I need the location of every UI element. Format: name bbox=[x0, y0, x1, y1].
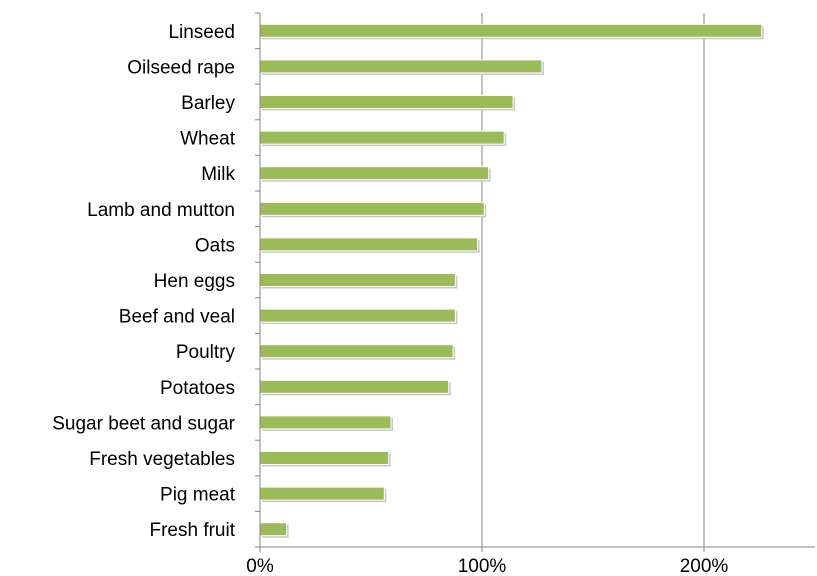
labels: Linseed Oilseed rape Barley Wheat Milk Lamb a… bbox=[52, 22, 728, 576]
category-label: Fresh vegetables bbox=[89, 449, 235, 470]
bar-pig-meat bbox=[259, 486, 385, 501]
category-label: Oilseed rape bbox=[127, 57, 235, 78]
category-label: Pig meat bbox=[160, 485, 236, 506]
x-tick-label: 0% bbox=[246, 556, 274, 576]
category-label: Poultry bbox=[176, 342, 236, 363]
category-label: Linseed bbox=[168, 22, 235, 43]
category-label: Potatoes bbox=[160, 378, 235, 399]
bar-sugar-beet-and-sugar bbox=[259, 415, 392, 430]
bar-wheat bbox=[259, 130, 505, 145]
bar-oilseed-rape bbox=[259, 59, 543, 74]
category-label: Oats bbox=[195, 235, 235, 256]
category-label: Wheat bbox=[180, 129, 236, 150]
bar-milk bbox=[259, 166, 490, 181]
x-tick-label: 200% bbox=[680, 556, 729, 576]
category-label: Barley bbox=[181, 93, 235, 114]
grid-lines bbox=[481, 13, 705, 547]
bar-oats bbox=[259, 237, 479, 252]
bar-beef-and-veal bbox=[259, 308, 456, 323]
category-label: Lamb and mutton bbox=[87, 200, 235, 221]
axes bbox=[255, 12, 815, 552]
x-tick-label: 100% bbox=[458, 556, 507, 576]
category-label: Milk bbox=[201, 164, 235, 185]
category-label: Beef and veal bbox=[119, 307, 235, 328]
bar-lamb-and-mutton bbox=[259, 201, 485, 216]
category-label: Fresh fruit bbox=[149, 520, 235, 541]
bar-linseed bbox=[259, 23, 763, 38]
category-label: Sugar beet and sugar bbox=[52, 413, 235, 434]
bar-poultry bbox=[259, 344, 454, 359]
bar-fresh-vegetables bbox=[259, 451, 390, 465]
bar-fresh-fruit bbox=[259, 522, 288, 537]
bars bbox=[259, 23, 764, 538]
bar-hen-eggs bbox=[259, 273, 456, 287]
bar-barley bbox=[259, 95, 514, 109]
category-label: Hen eggs bbox=[154, 271, 235, 292]
bar-potatoes bbox=[259, 379, 450, 394]
